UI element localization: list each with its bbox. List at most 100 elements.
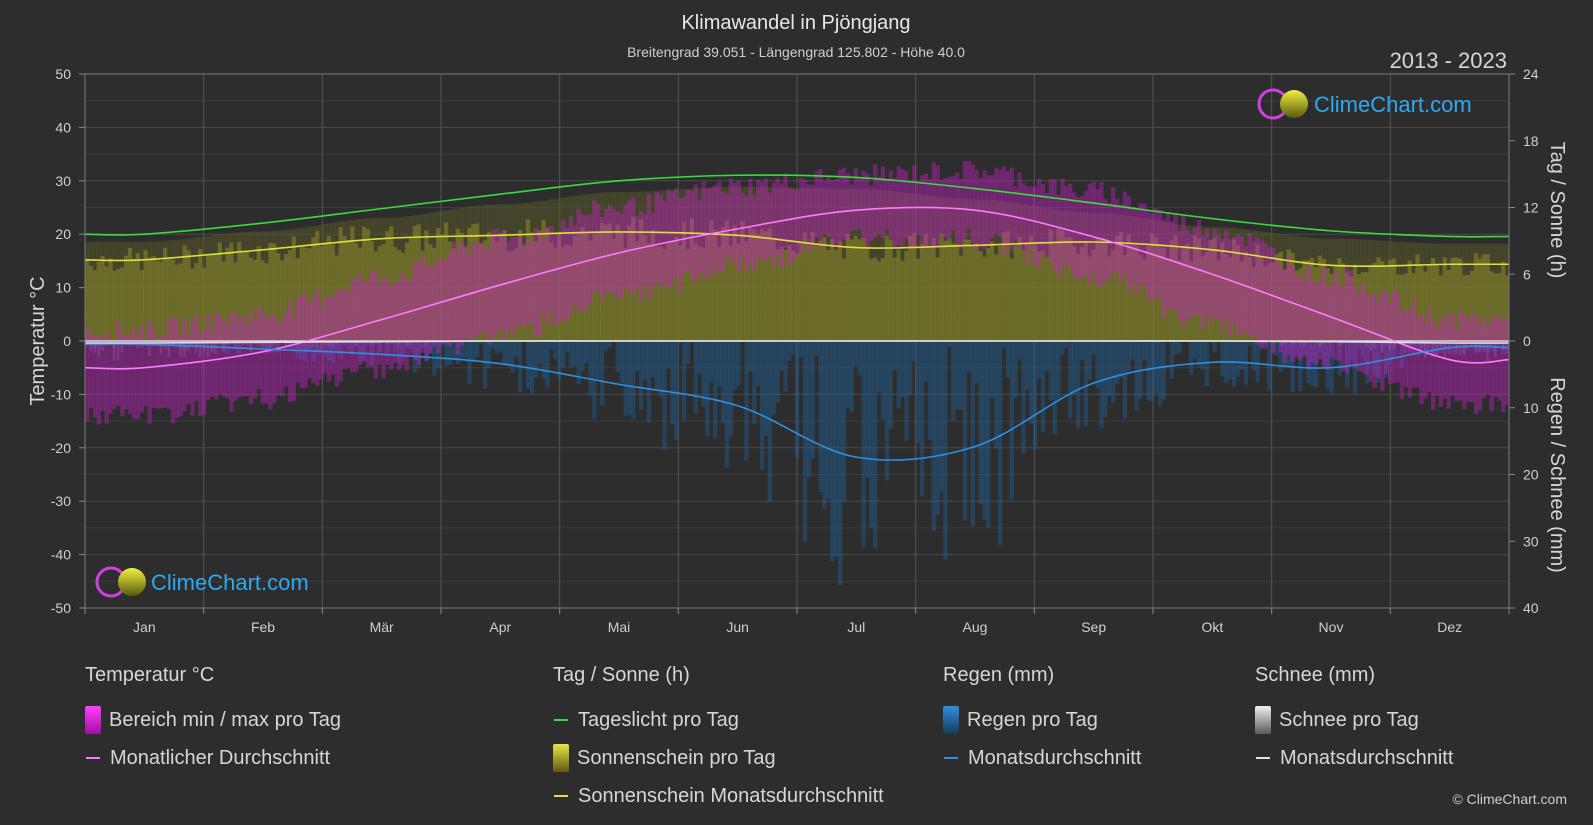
snow-bar <box>120 341 124 353</box>
temp-range-bar <box>1337 283 1342 361</box>
rain-bar <box>549 341 554 350</box>
rain-bar <box>424 341 429 363</box>
x-tick-label: Apr <box>489 619 511 635</box>
temp-range-bar <box>994 167 999 234</box>
sunshine-bar <box>1224 254 1229 341</box>
temp-range-bar <box>1423 321 1428 399</box>
series-line <box>85 231 1509 268</box>
sunshine-bar <box>1485 254 1490 341</box>
rain-bar <box>619 341 624 384</box>
rain-bar <box>908 341 913 395</box>
sunshine-bar <box>861 237 866 341</box>
legend-item: Regen pro Tag <box>943 701 1141 739</box>
sunshine-bar <box>767 228 773 341</box>
rain-bar <box>1313 341 1319 388</box>
rain-bar <box>1013 341 1018 398</box>
temp-range-bar <box>1278 265 1284 352</box>
temp-range-bar <box>1325 286 1330 371</box>
temp-range-bar <box>174 318 180 419</box>
rain-bar <box>1157 341 1163 407</box>
temp-range-bar <box>287 301 293 402</box>
rain-bar <box>401 341 406 358</box>
sunshine-bar <box>759 228 765 341</box>
snow-bar <box>261 341 264 347</box>
temp-range-bar <box>1064 186 1069 263</box>
temp-range-bar <box>1419 315 1424 405</box>
rain-bar <box>322 341 328 357</box>
rain-bar <box>1423 341 1428 355</box>
temp-range-bar <box>935 165 940 247</box>
temp-range-bar <box>545 226 550 325</box>
rain-bar <box>717 341 722 387</box>
snow-bar <box>206 341 210 358</box>
sunshine-bar <box>1341 263 1346 341</box>
temp-range-bar <box>1271 248 1276 354</box>
sunshine-bar <box>1282 269 1288 341</box>
sunshine-bar <box>654 246 659 341</box>
sunshine-bar <box>1040 250 1046 341</box>
rain-bar <box>334 341 339 351</box>
legend-item: Schnee pro Tag <box>1255 701 1453 739</box>
sunshine-swatch <box>553 744 569 772</box>
rain-bar <box>1009 341 1014 500</box>
rain-bar <box>631 341 636 419</box>
rain-bar <box>1263 341 1268 345</box>
rain-bar <box>697 341 702 375</box>
temp-range-bar <box>416 262 421 365</box>
rain-bar <box>1388 341 1393 362</box>
y-right-bottom-tick-label: 10 <box>1523 400 1539 416</box>
temp-range-bar <box>830 179 835 249</box>
temp-range-bar <box>557 231 562 323</box>
temp-range-bar <box>623 204 628 288</box>
rain-bar <box>779 341 784 371</box>
sunshine-bar <box>740 221 745 341</box>
sunshine-bar <box>997 245 1003 341</box>
sunshine-bar <box>553 248 558 341</box>
temp-range-bar <box>884 179 890 230</box>
temp-range-bar <box>822 180 827 235</box>
snow-bar <box>1423 341 1427 359</box>
temp-range-bar <box>798 177 804 253</box>
temp-range-bar <box>1243 246 1249 334</box>
sunshine-bar <box>365 228 371 341</box>
legend-heading: Regen (mm) <box>943 664 1055 686</box>
sunshine-bar <box>1107 256 1112 341</box>
temp-range-bar <box>443 259 449 345</box>
rain-bar <box>1376 341 1381 383</box>
sunshine-bar <box>557 232 562 341</box>
sunshine-bar <box>1044 257 1050 341</box>
sunshine-bar <box>955 243 960 341</box>
temp-range-bar <box>221 318 226 397</box>
snow-bar <box>354 341 358 346</box>
sunshine-bar <box>1173 235 1178 341</box>
sunshine-bar <box>1360 272 1366 341</box>
y-right-top-label: Tag / Sonne (h) <box>1546 142 1568 279</box>
sunshine-bar <box>1501 261 1506 341</box>
sunshine-bar <box>1505 275 1509 341</box>
snow-bar <box>1318 341 1321 348</box>
temp-range-bar <box>1274 258 1280 340</box>
snow-bar <box>1303 341 1306 346</box>
logo-sun-icon <box>118 568 146 596</box>
rain-bar <box>1111 341 1116 403</box>
temp-range-bar <box>619 213 624 298</box>
sunshine-bar <box>908 236 913 341</box>
sunshine-bar <box>1349 276 1354 341</box>
sunshine-bar <box>810 231 815 341</box>
rain-bar <box>1001 341 1007 349</box>
rain-bar <box>904 341 909 441</box>
sunshine-bar <box>225 247 230 341</box>
sunshine-bar <box>1095 237 1100 341</box>
temp-range-bar <box>896 166 901 246</box>
snow-bar <box>1384 341 1388 346</box>
sunshine-bar <box>568 245 574 341</box>
rain-bar <box>787 341 792 361</box>
temp-range-bar <box>845 173 851 240</box>
sunshine-bar <box>1395 274 1401 341</box>
rain-bar <box>869 341 874 528</box>
temp-range-bar <box>1356 293 1362 372</box>
rain-bar <box>1419 341 1424 349</box>
temp-range-bar <box>767 192 773 257</box>
rain-bar <box>1021 341 1026 454</box>
rain-bar <box>221 341 226 352</box>
